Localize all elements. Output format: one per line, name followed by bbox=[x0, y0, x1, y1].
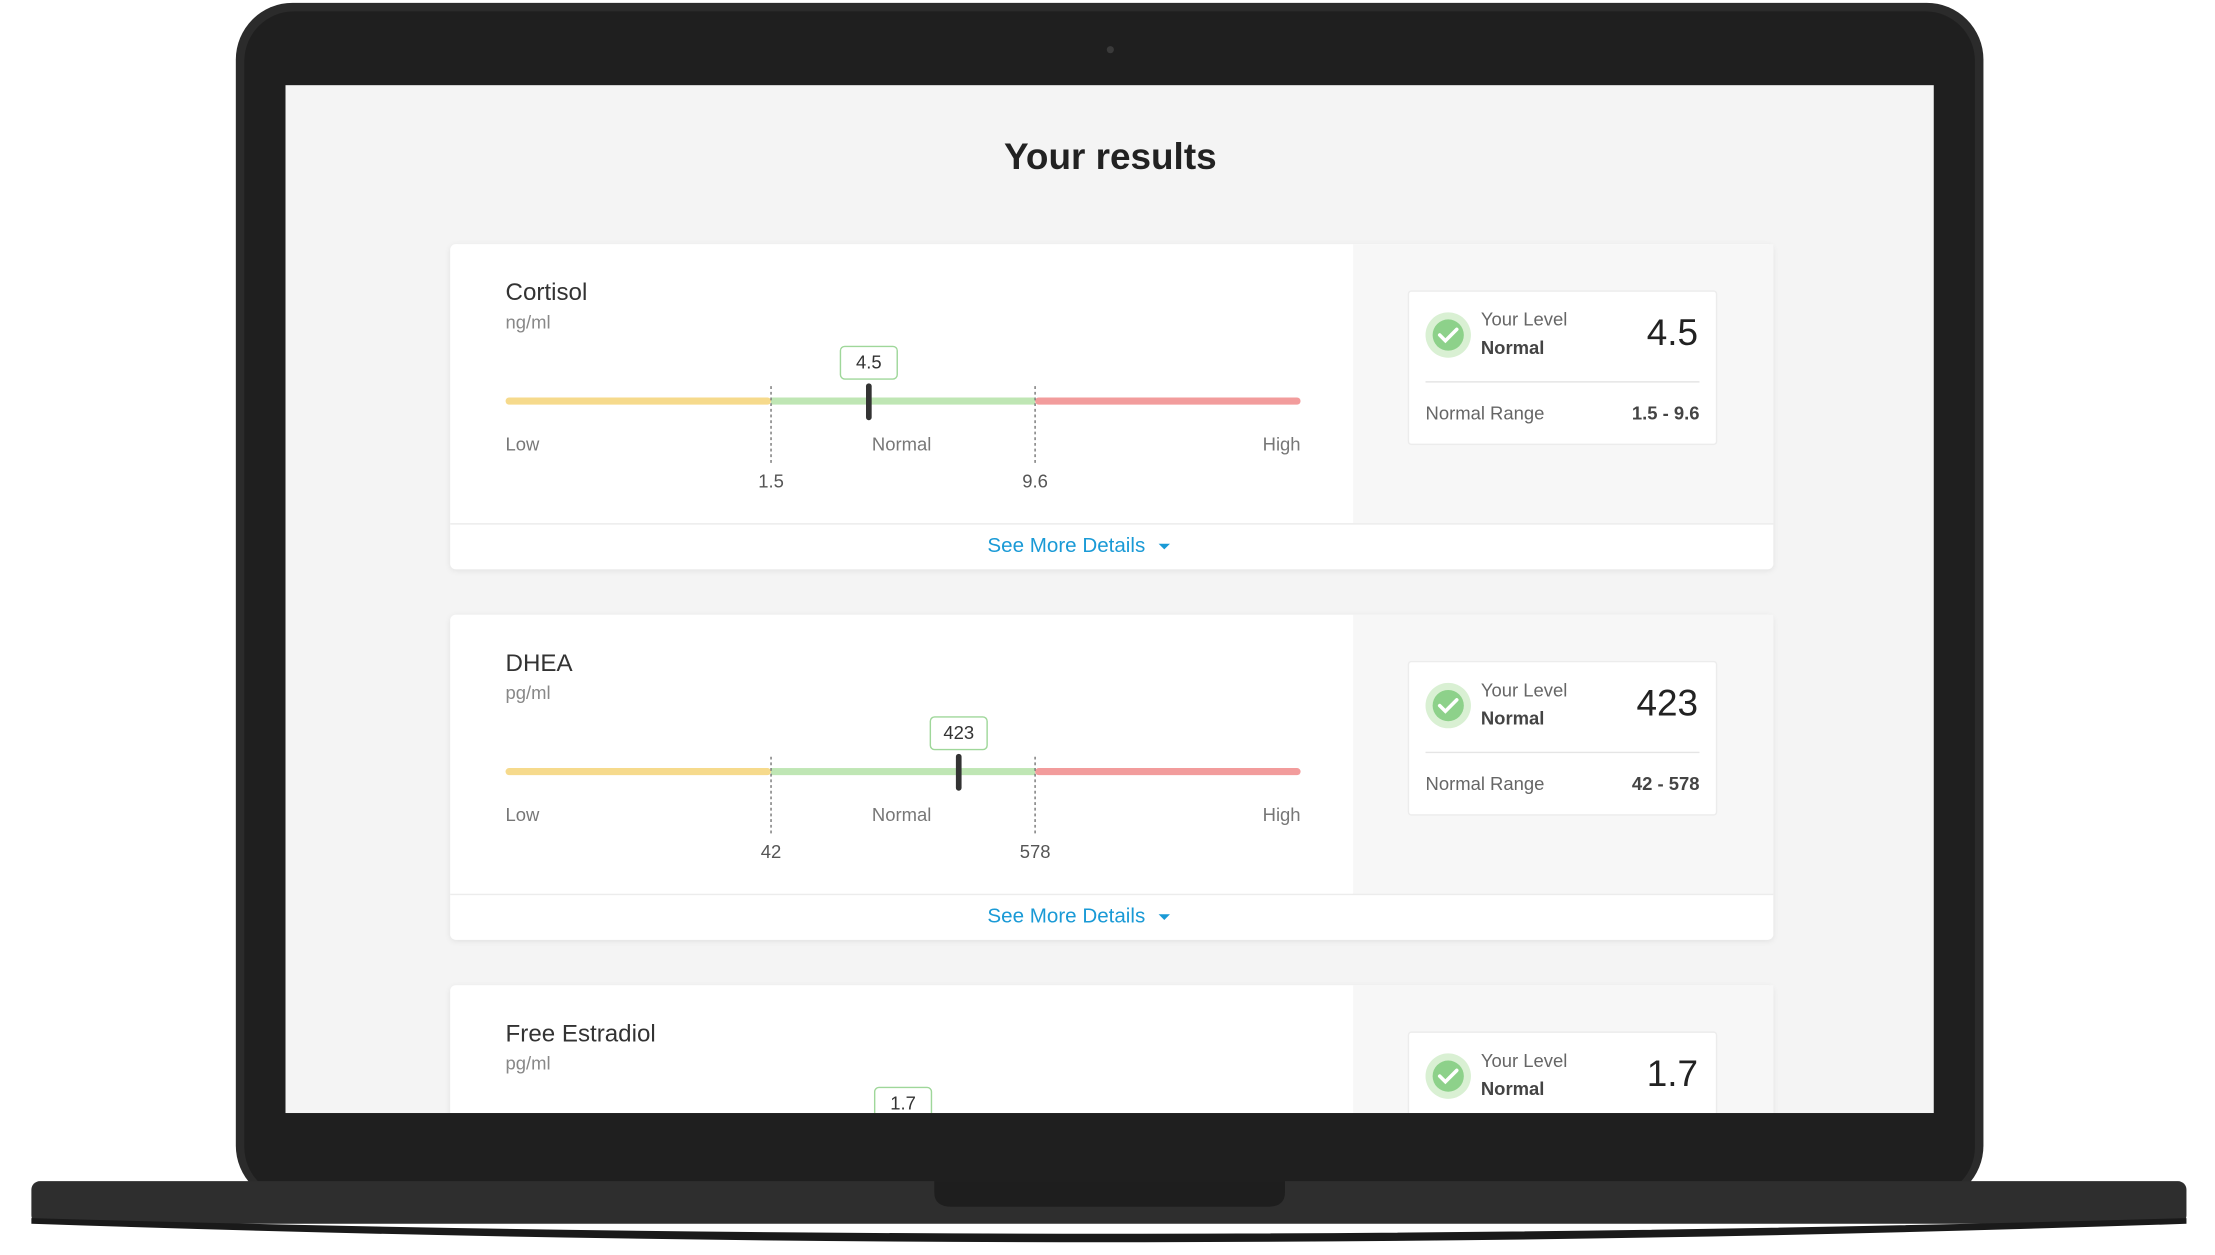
check-mark bbox=[1437, 698, 1459, 714]
see-more-details[interactable]: See More Details bbox=[987, 905, 1145, 928]
level-value: 423 bbox=[1637, 682, 1699, 723]
high-label: High bbox=[1263, 434, 1301, 455]
bar-normal bbox=[771, 768, 1036, 776]
range-high-label: 9.6 bbox=[1022, 471, 1048, 492]
test-name: Cortisol bbox=[506, 279, 588, 306]
normal-label: Normal bbox=[872, 434, 931, 455]
result-card: Cortisol ng/ml 1.5 9.6 4.5 Low Normal High See M… bbox=[450, 244, 1774, 570]
range-high-label: 578 bbox=[1020, 841, 1051, 862]
low-label: Low bbox=[506, 434, 541, 455]
test-unit: pg/ml bbox=[506, 682, 551, 703]
level-box bbox=[1407, 660, 1718, 816]
test-name: Free Estradiol bbox=[506, 1020, 656, 1047]
camera bbox=[1106, 46, 1114, 54]
value-badge-text: 4.5 bbox=[856, 351, 882, 372]
status: Normal bbox=[1481, 1078, 1545, 1099]
result-card: DHEA pg/ml 42 578 423 Low Normal High See More D… bbox=[450, 614, 1774, 940]
bar-normal bbox=[771, 397, 1036, 405]
normal-range-label: Normal Range bbox=[1426, 773, 1545, 794]
status: Normal bbox=[1481, 337, 1545, 358]
normal-range-value: 42 - 578 bbox=[1632, 773, 1700, 794]
bar-high bbox=[1035, 768, 1301, 776]
bar-low bbox=[505, 397, 772, 405]
value-badge bbox=[839, 345, 898, 380]
value-badge bbox=[873, 1086, 933, 1114]
see-more-details[interactable]: See More Details bbox=[987, 534, 1145, 557]
normal-label: Normal bbox=[872, 804, 931, 825]
your-level-label: Your Level bbox=[1481, 679, 1567, 700]
normal-range-label: Normal Range bbox=[1426, 402, 1545, 423]
check-mark bbox=[1437, 327, 1459, 344]
check-mark bbox=[1437, 1068, 1459, 1085]
low-label: Low bbox=[506, 804, 541, 825]
normal-range-value: 1.5 - 9.6 bbox=[1632, 402, 1700, 423]
bar-low bbox=[505, 768, 772, 776]
notch bbox=[934, 1181, 1285, 1207]
test-unit: pg/ml bbox=[506, 1053, 551, 1074]
screen bbox=[285, 85, 1934, 1114]
level-value: 1.7 bbox=[1647, 1053, 1698, 1094]
level-box bbox=[1407, 1031, 1718, 1114]
check-inner bbox=[1432, 689, 1464, 722]
dropdown-arrow bbox=[1158, 914, 1170, 920]
high-label: High bbox=[1263, 804, 1301, 825]
range-low-label: 1.5 bbox=[758, 471, 784, 492]
test-name: DHEA bbox=[506, 650, 574, 677]
page-title: Your results bbox=[1004, 136, 1217, 177]
base-edge bbox=[31, 1218, 2187, 1243]
value-badge bbox=[929, 716, 988, 751]
status: Normal bbox=[1481, 708, 1545, 729]
level-box bbox=[1407, 290, 1718, 446]
check-inner bbox=[1432, 319, 1464, 351]
value-badge-text: 423 bbox=[943, 722, 974, 743]
level-value: 4.5 bbox=[1647, 312, 1698, 353]
your-level-label: Your Level bbox=[1481, 309, 1567, 330]
check-inner bbox=[1432, 1060, 1464, 1092]
range-low-label: 42 bbox=[761, 841, 782, 862]
bar-high bbox=[1035, 397, 1301, 405]
your-level-label: Your Level bbox=[1481, 1050, 1567, 1071]
value-badge-text: 1.7 bbox=[890, 1092, 916, 1113]
screen-content: Your results Cortisol ng/ml 1.5 9.6 4.5 Low No… bbox=[450, 136, 1774, 1114]
test-unit: ng/ml bbox=[506, 312, 551, 333]
dropdown-arrow bbox=[1158, 543, 1170, 550]
